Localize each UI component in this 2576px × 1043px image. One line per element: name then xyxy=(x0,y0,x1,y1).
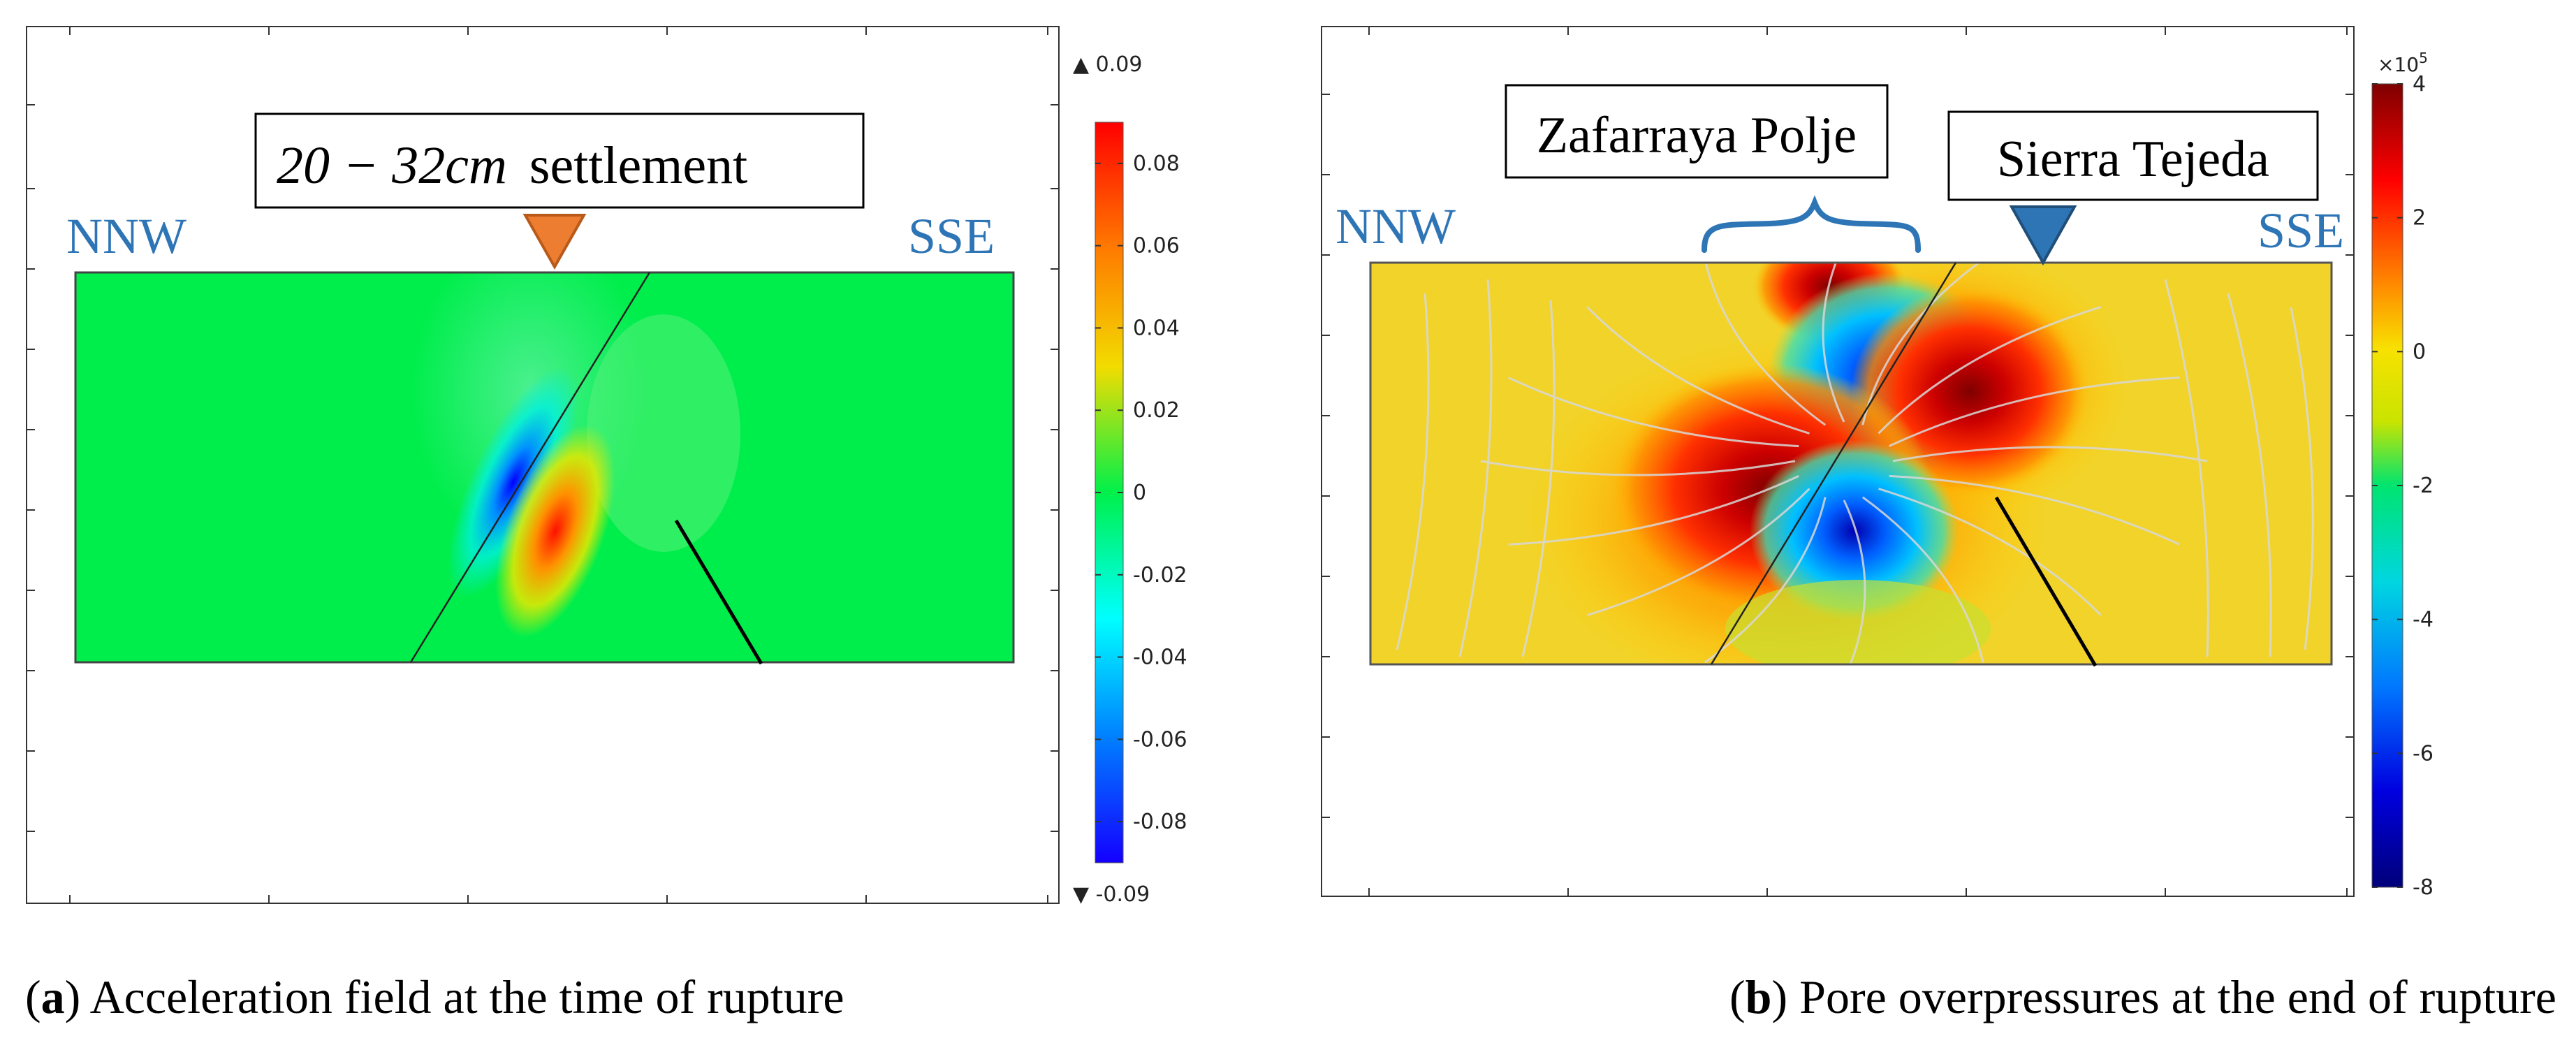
colorbar-tick-label: -4 xyxy=(2413,608,2434,632)
colorbar-tick-label: 0 xyxy=(1133,481,1146,505)
sierra-tejeda-marker-icon xyxy=(2009,205,2077,266)
panel-a: NNW SSE 20 − 32cm settlement 0.08 0.06 0.04… xyxy=(26,26,1187,907)
streamline xyxy=(1521,300,1556,657)
zafarraya-label: Zafarraya Polje xyxy=(1537,107,1857,164)
zafarraya-brace-icon xyxy=(1702,195,1921,253)
colorbar-tick-label: -0.06 xyxy=(1133,727,1187,752)
settlement-text: settlement xyxy=(529,136,747,195)
panel-b-colorbar-ticks: 4 2 0 -2 -4 -6 -8 xyxy=(2372,72,2434,900)
streamline xyxy=(2164,279,2209,657)
panel-b-streamlines xyxy=(1396,263,2314,664)
streamline xyxy=(1892,446,2208,462)
panel-a-secondary-fault xyxy=(674,519,763,665)
panel-b-sse-label: SSE xyxy=(2257,203,2344,258)
panel-b-bottom-green xyxy=(1725,580,1991,664)
streamline xyxy=(1878,305,2102,435)
colorbar-tick-label: 4 xyxy=(2413,72,2426,96)
settlement-box xyxy=(254,112,865,209)
colorbar-tick-label: -6 xyxy=(2413,741,2434,766)
panel-a-positive-lobe xyxy=(495,424,615,638)
panel-b-main-fault xyxy=(1710,262,1957,665)
caption-b-text: Pore overpressures at the end of rupture xyxy=(1799,970,2556,1023)
colorbar-tick-label: 0.08 xyxy=(1133,152,1180,176)
colorbar-tick-label: -0.02 xyxy=(1133,563,1187,588)
streamline xyxy=(1878,488,2102,616)
panel-a-field xyxy=(75,272,1013,662)
panel-a-colorbar-min: ▼ -0.09 xyxy=(1073,882,1150,907)
caption-a-text: Acceleration field at the time of ruptur… xyxy=(90,970,844,1023)
multiplier-base: ×10 xyxy=(2378,53,2419,76)
streamline xyxy=(1458,279,1493,657)
streamline xyxy=(1843,499,1866,664)
streamline xyxy=(1861,496,1984,663)
colorbar-tick-label: -0.04 xyxy=(1133,646,1187,670)
colorbar-tick-label: -8 xyxy=(2413,875,2434,900)
panel-a-nnw-label: NNW xyxy=(66,208,186,264)
panel-b-nnw-label: NNW xyxy=(1335,198,1456,254)
colorbar-tick-label: 0.04 xyxy=(1133,316,1180,340)
streamline xyxy=(2290,307,2314,650)
panel-a-main-fault xyxy=(409,272,651,663)
multiplier-exponent: 5 xyxy=(2419,50,2428,66)
panel-a-halo-right xyxy=(587,314,740,552)
panel-a-ticks xyxy=(27,27,1059,903)
panel-a-negative-lobe xyxy=(448,366,579,598)
caption-a: (a) Acceleration field at the time of ru… xyxy=(25,970,844,1023)
streamline xyxy=(1704,497,1827,664)
panel-a-domain-border xyxy=(74,271,1015,664)
streamline xyxy=(1822,263,1845,423)
panel-a-colorbar-ticks: 0.08 0.06 0.04 0.02 0 -0.02 -0.04 -0.06 -0.08 xyxy=(1095,152,1187,834)
streamline xyxy=(1704,263,1827,426)
zafarraya-box xyxy=(1505,84,1889,179)
streamline xyxy=(1889,377,2180,447)
colorbar-tick-label: 0.02 xyxy=(1133,398,1180,423)
colorbar-tick-label: -2 xyxy=(2413,474,2434,498)
colorbar-tick-label: 2 xyxy=(2413,206,2426,231)
colorbar-tick-label: 0.06 xyxy=(1133,234,1180,258)
colorbar-tick-label: 0 xyxy=(2413,340,2426,364)
streamline xyxy=(2227,293,2272,657)
panel-b-ticks xyxy=(1322,27,2354,896)
caption-b: (b) Pore overpressures at the end of rup… xyxy=(1729,970,2556,1023)
settlement-math: 20 − 32cm xyxy=(277,136,507,195)
streamline xyxy=(1586,306,1810,435)
colorbar-tick-label: -0.08 xyxy=(1133,810,1187,834)
streamline xyxy=(1508,475,1799,546)
panel-b-colorbar-multiplier: ×105 xyxy=(2378,50,2428,76)
panel-b-lower-blue xyxy=(1750,440,1959,622)
caption-b-letter: b xyxy=(1746,970,1772,1023)
panel-a-colorbar-max: ▲ 0.09 xyxy=(1073,52,1142,77)
panel-a-sse-label: SSE xyxy=(908,208,995,264)
streamline xyxy=(1586,488,1810,617)
streamline xyxy=(1396,293,1430,650)
caption-a-letter: a xyxy=(41,970,65,1023)
settlement-annotation: 20 − 32cm settlement xyxy=(277,136,747,195)
settlement-marker-icon xyxy=(522,214,587,270)
sierra-tejeda-box xyxy=(1947,110,2319,201)
panel-b-secondary-fault xyxy=(1994,496,2098,667)
streamline xyxy=(1889,474,2181,546)
sierra-tejeda-label: Sierra Tejeda xyxy=(1997,131,2269,188)
streamline xyxy=(1480,460,1796,476)
panel-b-field xyxy=(1370,263,2332,664)
panel-b: NNW SSE Zafarraya Polje Sierra Tejeda 4 2… xyxy=(1321,26,2434,900)
streamline xyxy=(1861,263,1981,425)
panel-b-domain-border xyxy=(1369,261,2333,666)
streamline xyxy=(1507,377,1799,448)
